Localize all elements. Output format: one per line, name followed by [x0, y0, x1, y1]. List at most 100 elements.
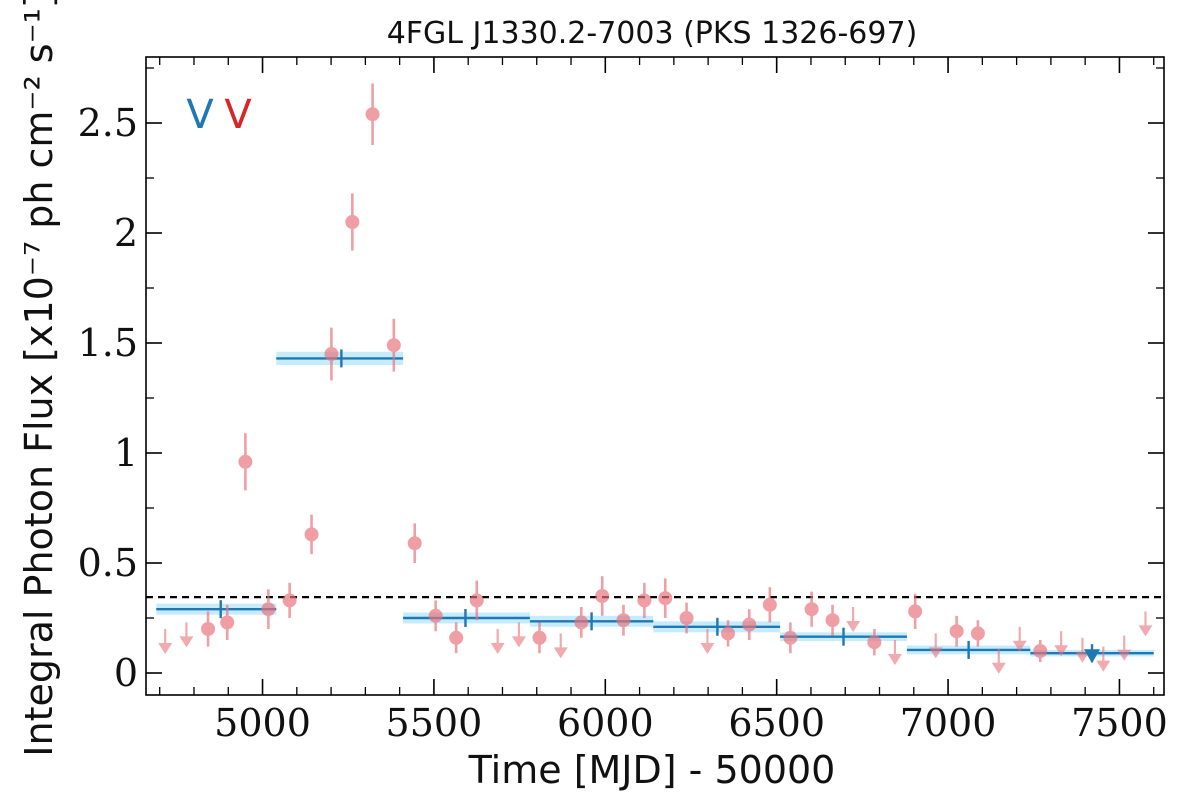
upper-limit-arrow	[846, 621, 861, 632]
fine-point	[449, 622, 464, 654]
upper-limit-arrow	[1138, 625, 1153, 637]
y-tick-label: 1	[114, 431, 138, 475]
fine-point	[201, 611, 216, 647]
fine-point-marker	[574, 615, 589, 630]
fine-point-marker	[616, 613, 631, 628]
fine-point-marker	[742, 617, 757, 632]
fine-point-marker	[658, 591, 673, 606]
y-tick-label: 1.5	[78, 321, 138, 365]
fine-point	[261, 589, 276, 629]
y-axis-label: Integral Photon Flux [x10⁻⁷ ph cm⁻² s⁻¹]	[17, 0, 61, 757]
fine-upper-limit	[511, 622, 526, 648]
fine-point-marker	[783, 630, 798, 645]
fine-point	[783, 622, 798, 654]
x-axis-label: Time [MJD] - 50000	[468, 748, 836, 792]
fine-upper-limit	[179, 622, 194, 648]
x-tick-label: 6000	[557, 701, 654, 745]
upper-limit-arrow	[1054, 645, 1069, 657]
upper-limit-arrow	[991, 662, 1006, 674]
fine-upper-limit	[490, 629, 505, 654]
y-tick-label: 0	[114, 651, 138, 695]
fine-point	[616, 604, 631, 636]
x-tick-label: 5500	[386, 701, 483, 745]
fine-point	[220, 604, 235, 640]
fine-upper-limit	[158, 629, 173, 654]
fine-point-marker	[282, 593, 297, 608]
upper-limit-arrow	[179, 636, 194, 648]
fine-point	[282, 582, 297, 618]
fine-point	[386, 318, 401, 372]
fine-point	[970, 620, 985, 647]
fine-point	[721, 620, 736, 647]
x-tick-label: 7500	[1071, 701, 1168, 745]
upper-limit-arrow	[1075, 651, 1090, 663]
coarse-upper-limit	[1084, 649, 1101, 664]
fine-point	[595, 576, 610, 616]
axis-ticks: 5000 5500 6000 6500 7000 7500 0 0.5 1 1.5 2 2.5	[78, 57, 1168, 745]
fine-point-marker	[721, 626, 736, 641]
upper-limit-arrow	[928, 647, 943, 659]
fine-point	[574, 607, 589, 638]
fine-point-marker	[449, 630, 464, 645]
fine-upper-limit	[1096, 646, 1111, 672]
fine-point-marker	[365, 107, 380, 122]
legend: V V	[186, 92, 252, 138]
upper-limit-arrow	[1096, 660, 1111, 672]
fine-point	[804, 591, 819, 627]
fine-point	[469, 580, 484, 621]
fine-upper-limit	[846, 607, 861, 632]
fine-point	[679, 602, 694, 634]
fine-point	[345, 193, 360, 251]
fine-point-marker	[407, 536, 422, 551]
fine-point-marker	[220, 615, 235, 630]
fine-point-marker	[825, 613, 840, 628]
legend-mark-coarse: V	[186, 92, 214, 138]
fine-point	[949, 615, 964, 647]
upper-limit-arrow	[1117, 649, 1132, 661]
upper-limit-arrow	[511, 636, 526, 648]
fine-point-marker	[867, 635, 882, 650]
x-tick-label: 5000	[214, 701, 311, 745]
fine-upper-limit	[887, 640, 902, 665]
fine-point-marker	[345, 215, 360, 229]
upper-limit-arrow	[553, 647, 568, 659]
fine-point-marker	[908, 604, 923, 619]
fine-point-marker	[679, 611, 694, 625]
fine-upper-limit	[553, 633, 568, 659]
fine-point-marker	[261, 602, 276, 617]
fine-point	[742, 609, 757, 640]
fine-point-marker	[595, 589, 610, 603]
fine-point	[238, 433, 253, 491]
x-tick-label: 7000	[900, 701, 997, 745]
fine-point-marker	[428, 608, 443, 623]
fine-point-marker	[970, 626, 985, 641]
fine-point	[1033, 640, 1048, 662]
fine-upper-limit	[1117, 635, 1132, 661]
chart-title: 4FGL J1330.2-7003 (PKS 1326-697)	[387, 16, 918, 51]
fine-point	[365, 83, 380, 145]
fine-point	[407, 523, 422, 563]
fine-point-marker	[637, 593, 652, 608]
fine-point	[908, 593, 923, 629]
upper-limit-arrow	[700, 643, 715, 654]
fine-point-marker	[804, 602, 819, 617]
legend-mark-fine: V	[224, 92, 252, 138]
fine-point-marker	[324, 347, 339, 361]
fine-upper-limit	[700, 629, 715, 654]
upper-limit-arrow	[887, 654, 902, 665]
fine-upper-limit	[1012, 626, 1027, 652]
fine-point	[304, 514, 319, 555]
x-tick-label: 6500	[728, 701, 825, 745]
fine-point-marker	[304, 527, 319, 542]
fine-point-marker	[949, 624, 964, 639]
fine-point-marker	[238, 454, 253, 469]
fine-upper-limit	[1138, 611, 1153, 637]
fine-point-marker	[469, 593, 484, 608]
plot-frame	[145, 56, 1165, 696]
fine-point-marker	[1033, 644, 1048, 658]
upper-limit-arrow	[1012, 640, 1027, 652]
plot-area	[146, 83, 1164, 674]
fine-point-marker	[386, 338, 401, 353]
fine-point	[762, 587, 777, 623]
